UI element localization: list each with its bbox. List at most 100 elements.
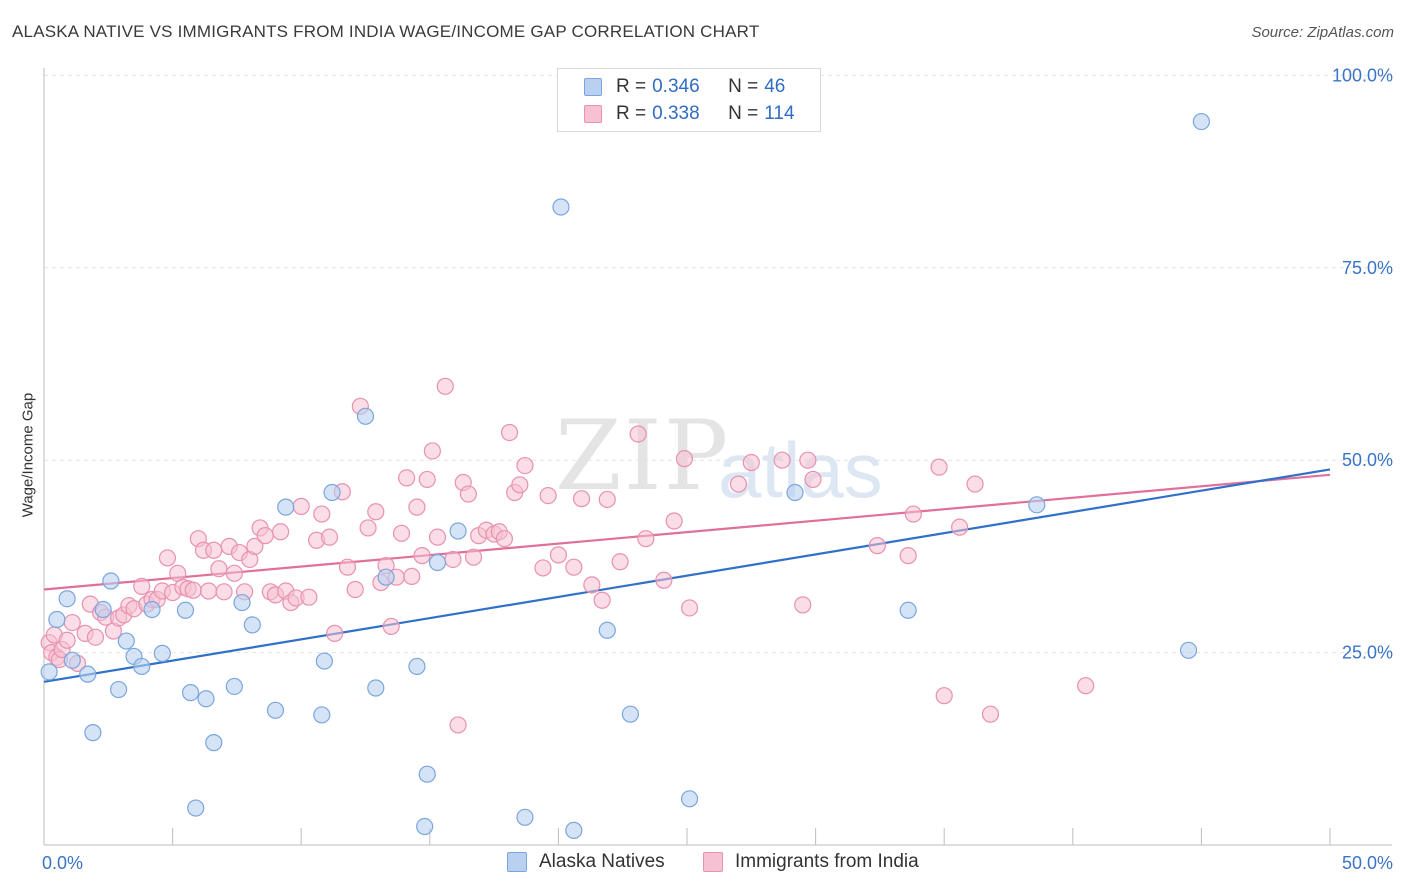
point-immigrants-from-india xyxy=(899,547,917,565)
point-immigrants-from-india xyxy=(930,458,948,476)
point-immigrants-from-india xyxy=(225,564,243,582)
point-alaska-natives xyxy=(565,821,583,839)
legend-row-alaska-natives: R = 0.346 N = 46 xyxy=(584,74,785,100)
legend-r-value: 0.346 xyxy=(652,76,700,97)
tick-labels: 25.0% 50.0% 75.0% 100.0% 0.0% 50.0% xyxy=(42,65,1393,873)
legend-n-value: 114 xyxy=(764,103,795,124)
point-immigrants-from-india xyxy=(63,613,81,632)
point-immigrants-from-india xyxy=(403,567,421,586)
point-alaska-natives xyxy=(102,572,120,590)
point-alaska-natives xyxy=(408,657,426,676)
point-immigrants-from-india xyxy=(200,582,218,600)
legend-r-value: 0.338 xyxy=(652,103,700,124)
point-alaska-natives xyxy=(176,601,195,619)
legend-n-label: N = xyxy=(728,103,759,124)
point-immigrants-from-india xyxy=(382,617,400,636)
bottom-legend-swatch-pink xyxy=(703,852,723,872)
y-tick-label: 75.0% xyxy=(1342,258,1393,278)
point-alaska-natives xyxy=(233,593,251,612)
point-immigrants-from-india xyxy=(981,705,1000,723)
point-alaska-natives xyxy=(552,198,570,216)
point-immigrants-from-india xyxy=(326,624,344,642)
trend-line-immigrants-from-india xyxy=(43,473,1331,591)
point-immigrants-from-india xyxy=(565,558,583,576)
point-alaska-natives xyxy=(418,765,436,783)
point-immigrants-from-india xyxy=(423,442,441,460)
y-tick-label: 25.0% xyxy=(1342,643,1393,663)
legend-r-label: R = xyxy=(616,103,647,124)
point-immigrants-from-india xyxy=(86,628,105,646)
point-alaska-natives xyxy=(94,600,112,619)
legend-swatch-pink xyxy=(584,105,602,123)
bottom-legend-label: Immigrants from India xyxy=(735,851,919,872)
point-immigrants-from-india xyxy=(516,456,534,475)
point-alaska-natives xyxy=(58,590,76,608)
point-alaska-natives xyxy=(899,601,917,619)
point-immigrants-from-india xyxy=(611,553,629,571)
point-alaska-natives xyxy=(323,483,341,502)
point-immigrants-from-india xyxy=(500,423,519,442)
point-immigrants-from-india xyxy=(951,518,969,536)
point-immigrants-from-india xyxy=(444,550,462,569)
legend-n-label: N = xyxy=(728,76,759,97)
point-immigrants-from-india xyxy=(675,450,694,468)
point-immigrants-from-india xyxy=(1077,677,1095,695)
point-immigrants-from-india xyxy=(313,505,331,523)
legend-r-label: R = xyxy=(616,76,647,97)
point-immigrants-from-india xyxy=(292,497,310,515)
point-alaska-natives xyxy=(377,568,395,586)
y-tick-label: 100.0% xyxy=(1332,65,1393,85)
x-tick-label: 0.0% xyxy=(42,853,83,873)
points-alaska-natives xyxy=(40,112,1211,839)
point-alaska-natives xyxy=(182,684,200,702)
point-alaska-natives xyxy=(598,621,616,639)
bottom-legend-alaska-natives: Alaska Natives xyxy=(507,851,665,873)
point-alaska-natives xyxy=(48,610,66,629)
point-alaska-natives xyxy=(109,680,128,699)
point-immigrants-from-india xyxy=(449,716,467,734)
point-immigrants-from-india xyxy=(637,530,655,548)
point-alaska-natives xyxy=(153,644,171,662)
point-immigrants-from-india xyxy=(729,475,748,493)
point-alaska-natives xyxy=(197,690,215,708)
point-immigrants-from-india xyxy=(794,596,812,614)
point-immigrants-from-india xyxy=(549,546,568,564)
point-immigrants-from-india xyxy=(210,560,228,578)
point-immigrants-from-india xyxy=(398,469,416,487)
point-immigrants-from-india xyxy=(272,523,290,541)
axes xyxy=(43,68,1392,846)
points-immigrants-from-india xyxy=(40,377,1095,734)
point-immigrants-from-india xyxy=(133,577,151,596)
point-alaska-natives xyxy=(143,600,161,619)
point-alaska-natives xyxy=(315,652,333,670)
point-immigrants-from-india xyxy=(534,559,552,577)
point-immigrants-from-india xyxy=(413,547,431,565)
point-alaska-natives xyxy=(40,663,58,681)
point-immigrants-from-india xyxy=(459,485,477,503)
chart-title: ALASKA NATIVE VS IMMIGRANTS FROM INDIA W… xyxy=(12,22,760,41)
point-alaska-natives xyxy=(205,734,223,752)
point-immigrants-from-india xyxy=(773,451,791,469)
point-immigrants-from-india xyxy=(428,528,447,546)
point-alaska-natives xyxy=(428,553,447,572)
point-immigrants-from-india xyxy=(539,486,557,505)
point-immigrants-from-india xyxy=(338,558,357,576)
point-alaska-natives xyxy=(277,498,295,516)
point-immigrants-from-india xyxy=(655,571,673,589)
point-alaska-natives xyxy=(266,701,285,719)
point-immigrants-from-india xyxy=(904,505,922,523)
point-alaska-natives xyxy=(1028,496,1046,514)
point-alaska-natives xyxy=(117,632,135,650)
point-immigrants-from-india xyxy=(935,687,953,705)
point-immigrants-from-india xyxy=(184,581,202,599)
point-immigrants-from-india xyxy=(418,470,436,489)
point-immigrants-from-india xyxy=(320,528,339,546)
point-immigrants-from-india xyxy=(464,548,483,566)
legend-swatch-blue xyxy=(584,78,602,96)
point-immigrants-from-india xyxy=(256,527,274,545)
point-immigrants-from-india xyxy=(408,498,426,516)
point-alaska-natives xyxy=(367,679,385,697)
point-immigrants-from-india xyxy=(680,599,699,617)
bottom-legend-immigrants-from-india: Immigrants from India xyxy=(703,851,919,873)
point-immigrants-from-india xyxy=(346,580,364,599)
